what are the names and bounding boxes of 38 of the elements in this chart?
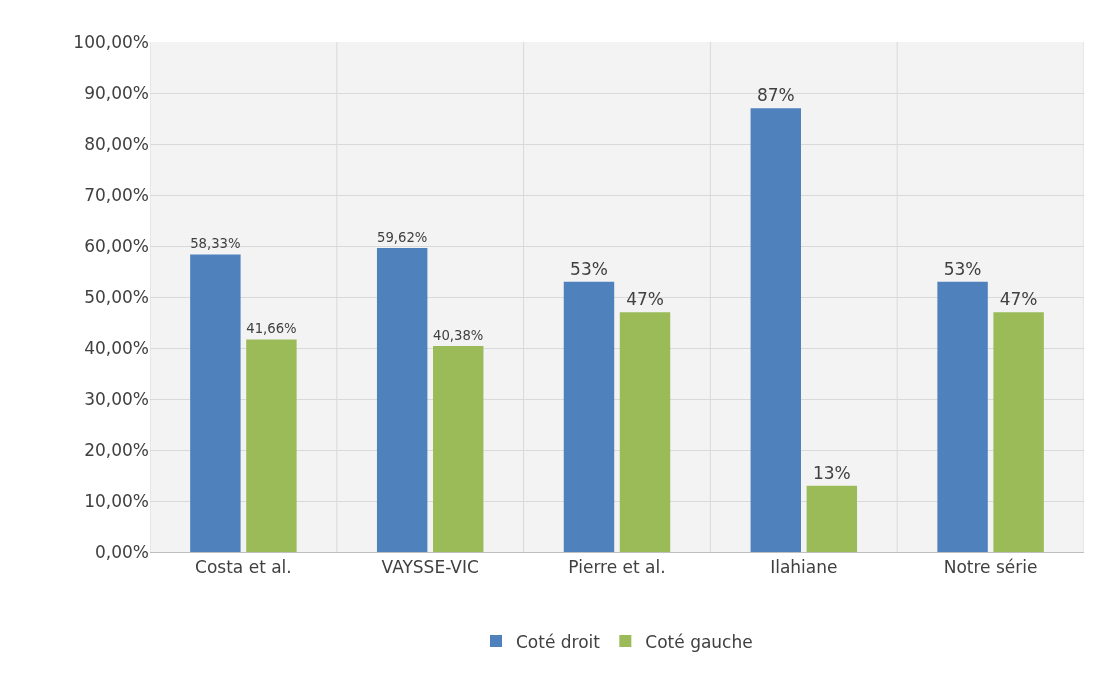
bar (937, 281, 988, 552)
y-tick-label: 100,00% (73, 31, 149, 52)
y-tick-label: 10,00% (84, 490, 149, 511)
y-tick-label: 90,00% (84, 82, 149, 103)
y-tick-label: 0,00% (94, 541, 149, 562)
data-label: 58,33% (190, 236, 241, 252)
data-label: 47% (999, 289, 1038, 310)
x-tick-label: Ilahiane (770, 557, 838, 578)
legend-label: Coté gauche (645, 631, 753, 652)
bar (433, 346, 484, 552)
x-tick-label: VAYSSE-VIC (381, 557, 479, 578)
data-label: 53% (570, 258, 608, 279)
bar (750, 108, 801, 552)
x-tick-label: Pierre et al. (568, 557, 666, 578)
data-label: 13% (812, 462, 851, 483)
data-label: 47% (626, 289, 664, 310)
x-tick-label: Costa et al. (195, 557, 292, 578)
bar (993, 312, 1044, 552)
bar (619, 312, 671, 552)
y-tick-label: 20,00% (84, 439, 149, 460)
y-tick-label: 30,00% (84, 388, 149, 409)
y-tick-label: 50,00% (84, 286, 149, 307)
data-label: 53% (943, 258, 982, 279)
y-tick-label: 40,00% (84, 337, 149, 358)
data-label: 87% (756, 85, 795, 106)
data-label: 59,62% (376, 229, 428, 245)
bar (190, 254, 241, 552)
bar (246, 339, 297, 552)
bar (376, 247, 428, 552)
data-label: 41,66% (246, 321, 297, 337)
data-label: 40,38% (433, 327, 484, 343)
bar (563, 281, 615, 552)
legend-label: Coté droit (516, 631, 601, 652)
y-tick-label: 80,00% (84, 133, 149, 154)
bar (806, 485, 858, 552)
y-tick-label: 60,00% (84, 235, 149, 256)
y-tick-label: 70,00% (84, 184, 149, 205)
x-tick-label: Notre série (943, 557, 1038, 578)
